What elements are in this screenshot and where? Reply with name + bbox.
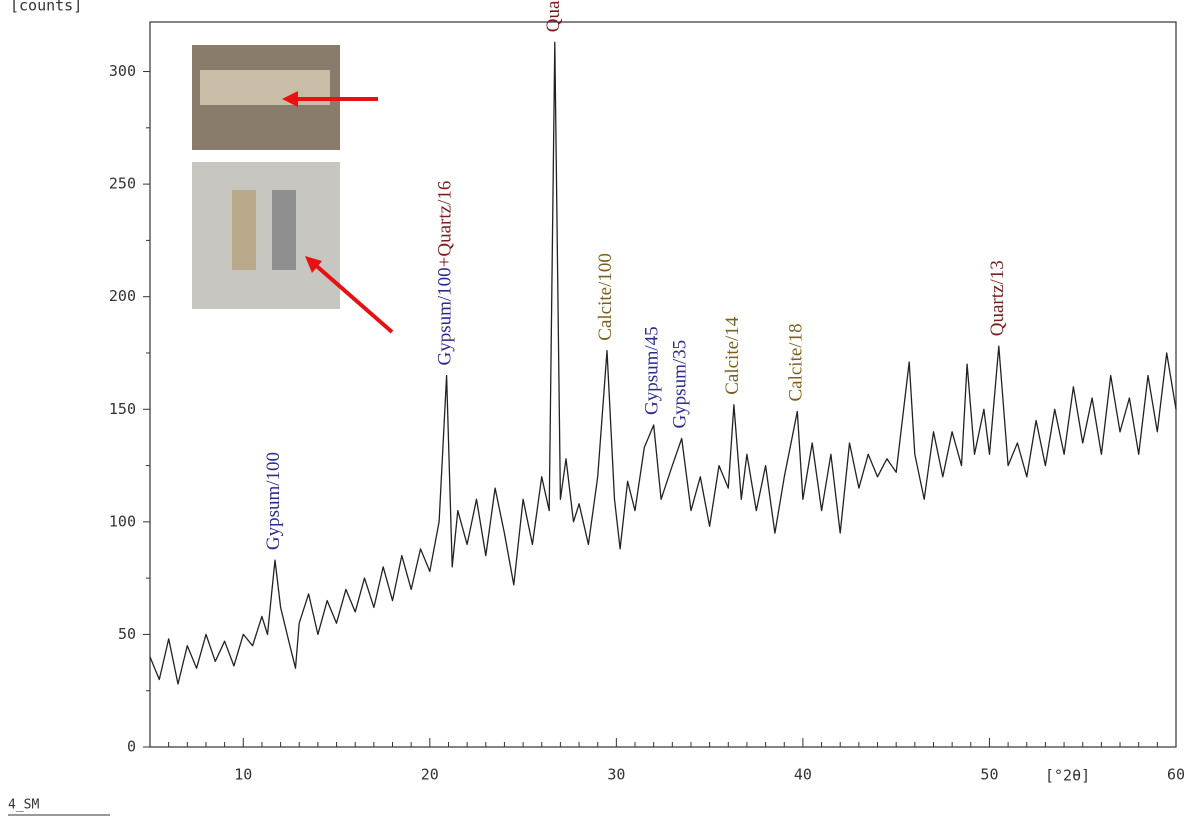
x-axis-label: [°2θ] (1045, 767, 1090, 785)
x-tick-label: 40 (794, 766, 812, 784)
x-tick-label: 30 (607, 766, 625, 784)
annotation-part: Gypsum/100 (435, 267, 456, 365)
annotation-part: Gypsum/35 (670, 340, 691, 429)
peak-annotation: Quartz/100 (543, 0, 564, 32)
y-tick-label: 150 (109, 400, 136, 418)
annotation-part: Calcite/100 (595, 253, 616, 341)
y-tick-label: 250 (109, 175, 136, 193)
peak-annotation: Calcite/14 (722, 316, 743, 395)
peak-annotation: Calcite/100 (595, 253, 616, 341)
peak-annotation: Gypsum/100 (263, 452, 284, 550)
x-tick-label: 50 (980, 766, 998, 784)
annotation-part: Quartz/13 (987, 260, 1008, 336)
annotation-part: Gypsum/100 (263, 452, 284, 550)
x-tick-label: 60 (1167, 766, 1185, 784)
photo-detail (232, 190, 256, 270)
peak-annotation: Calcite/18 (786, 323, 807, 401)
peak-annotation: Gypsum/35 (670, 340, 691, 429)
page: {"chart_data": {"type": "line", "y_label… (0, 0, 1201, 817)
y-tick-label: 300 (109, 62, 136, 80)
peak-annotation: Gypsum/45 (642, 326, 663, 415)
chart: [counts] [°2θ] 4_SM 0 50 100 150 200 250 300 10… (0, 0, 1201, 817)
y-tick-label: 0 (127, 738, 136, 756)
annotation-part: Calcite/14 (722, 316, 743, 395)
x-tick-label: 20 (421, 766, 439, 784)
y-tick-label: 50 (118, 625, 136, 643)
annotation-part: Gypsum/45 (642, 326, 663, 415)
y-tick-label: 200 (109, 287, 136, 305)
annotation-part: +Quartz/16 (435, 181, 456, 268)
x-tick-label: 10 (234, 766, 252, 784)
photo-insets (192, 45, 392, 332)
annotation-part: Quartz/100 (543, 0, 564, 32)
peak-annotation: Gypsum/100+Quartz/16 (435, 181, 456, 366)
sample-label: 4_SM (8, 798, 39, 813)
annotation-part: Calcite/18 (786, 323, 807, 401)
peak-annotation: Quartz/13 (987, 260, 1008, 336)
y-axis-label: [counts] (10, 0, 82, 15)
photo (192, 162, 340, 309)
photo-detail (272, 190, 296, 270)
y-tick-label: 100 (109, 512, 136, 530)
